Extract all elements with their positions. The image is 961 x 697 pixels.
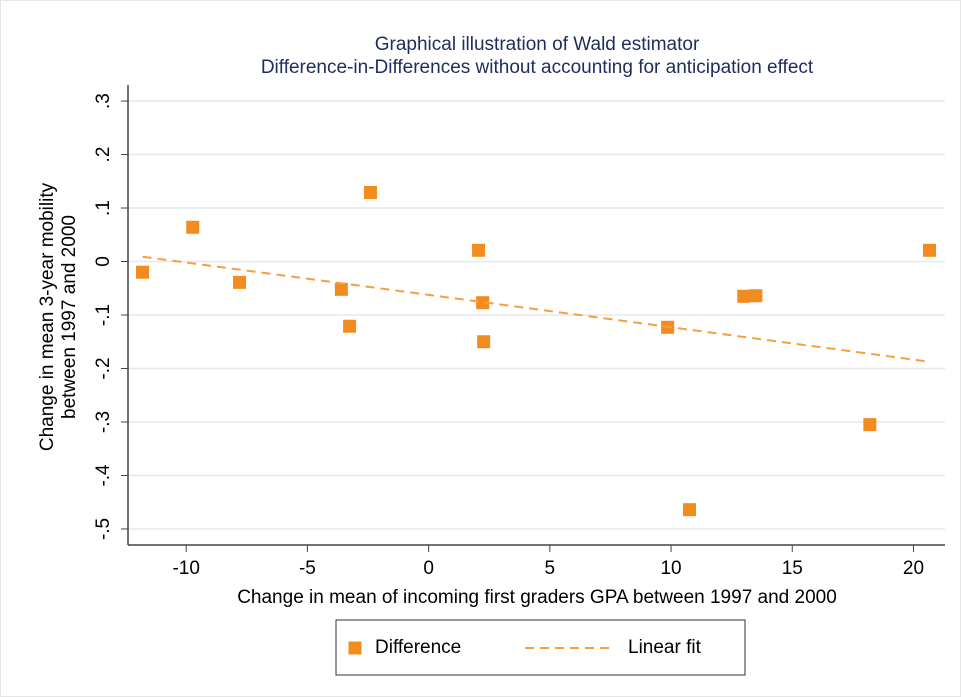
fit-line: [142, 255, 929, 363]
point: [922, 243, 936, 257]
y-tick-label: -.2: [93, 357, 114, 379]
legend-label: Linear fit: [628, 637, 702, 658]
point: [737, 289, 751, 303]
y-axis-label: between 1997 and 2000: [59, 215, 80, 419]
chart-subtitle: Difference-in-Differences without accoun…: [261, 57, 814, 78]
y-tick-label: -.3: [93, 411, 114, 433]
y-tick-label: .3: [93, 93, 114, 109]
point: [363, 186, 377, 200]
chart-title: Graphical illustration of Wald estimator: [375, 34, 700, 55]
point: [749, 289, 763, 303]
y-tick-label: -.1: [93, 304, 114, 326]
y-axis-label: Change in mean 3-year mobility: [37, 182, 58, 451]
point: [863, 418, 877, 432]
point: [233, 275, 247, 289]
point: [472, 243, 486, 257]
point: [477, 335, 491, 349]
x-tick-label: -5: [299, 558, 316, 579]
point: [136, 265, 150, 279]
y-tick-label: 0: [93, 256, 114, 267]
x-axis-label: Change in mean of incoming first graders…: [237, 587, 837, 608]
point: [476, 296, 490, 310]
y-tick-label: -.5: [93, 518, 114, 540]
point: [334, 282, 348, 296]
y-tick-label: .1: [93, 200, 114, 216]
x-tick-label: 15: [782, 558, 803, 579]
x-tick-label: -10: [172, 558, 199, 579]
x-tick-label: 0: [423, 558, 434, 579]
x-tick-label: 10: [660, 558, 681, 579]
y-tick-label: -.4: [93, 464, 114, 487]
point: [343, 319, 357, 333]
y-tick-label: .2: [93, 147, 114, 163]
legend-marker: [348, 641, 362, 655]
point: [186, 220, 200, 234]
x-tick-label: 5: [545, 558, 556, 579]
x-tick-label: 20: [903, 558, 924, 579]
legend-label: Difference: [375, 637, 461, 658]
point: [682, 503, 696, 517]
